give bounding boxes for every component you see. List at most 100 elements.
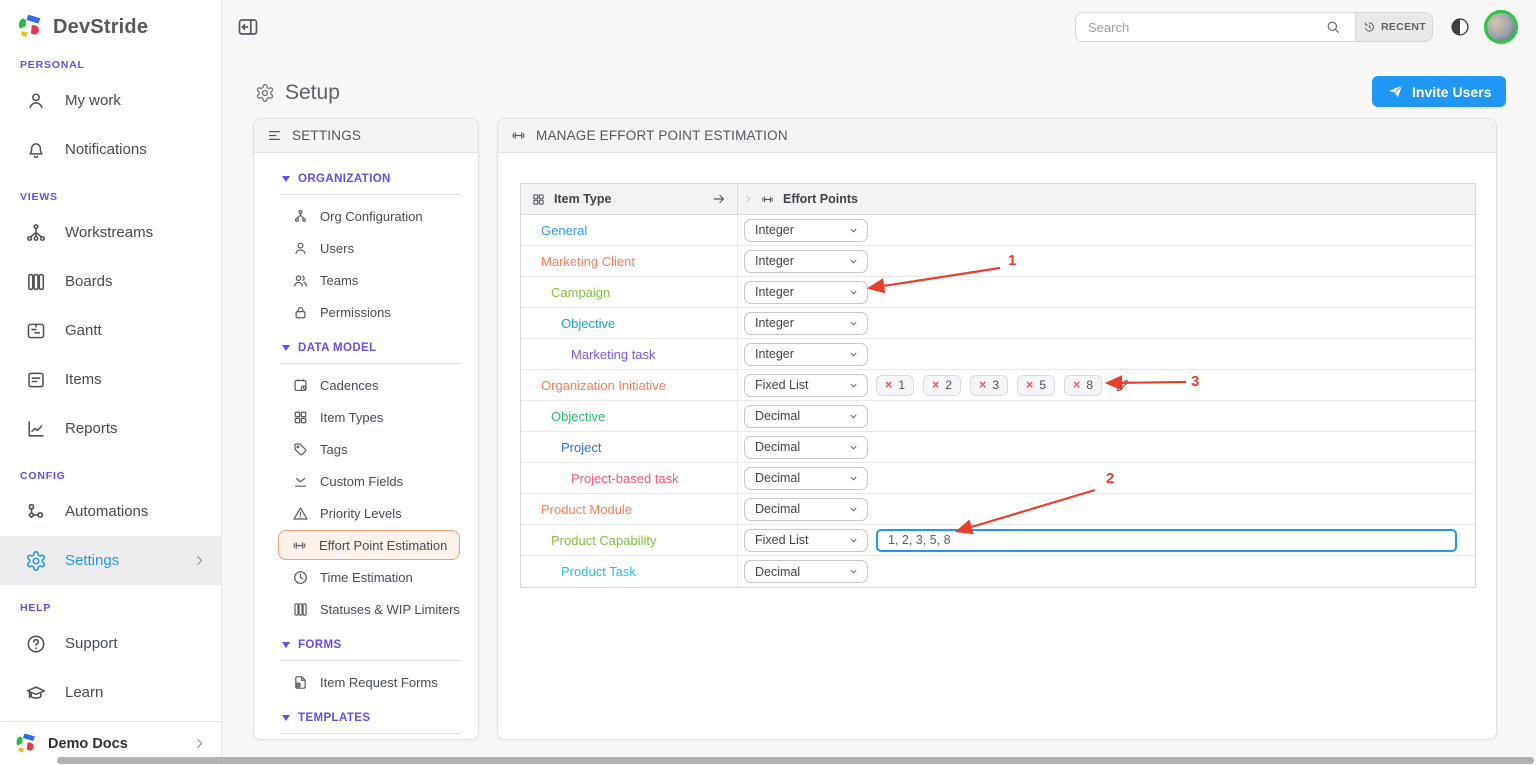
chip-value[interactable]: × 2	[923, 374, 961, 396]
effort-type-select[interactable]: Integer	[744, 280, 868, 304]
table-row: Project Decimal	[521, 432, 1475, 463]
table-row: Marketing Client Integer	[521, 246, 1475, 277]
sidebar-item-reports[interactable]: Reports	[0, 404, 221, 453]
list-icon	[266, 127, 283, 144]
group-data-model[interactable]: DATA MODEL	[254, 328, 478, 354]
table-row: Project-based task Decimal	[521, 463, 1475, 494]
effort-point-table: Item Type Effort Points General Integer …	[520, 183, 1476, 588]
nav-item-statuses-wip-limiters[interactable]: Statuses & WIP Limiters	[254, 593, 478, 625]
sidebar-item-workstreams[interactable]: Workstreams	[0, 208, 221, 257]
sidebar-item-settings[interactable]: Settings	[0, 536, 221, 585]
sidebar-item-boards[interactable]: Boards	[0, 257, 221, 306]
remove-icon[interactable]: ×	[979, 377, 987, 392]
sidebar-item-learn[interactable]: Learn	[0, 668, 221, 717]
group-forms[interactable]: FORMS	[254, 625, 478, 651]
global-search: RECENT	[1075, 12, 1433, 42]
effort-type-select[interactable]: Fixed List	[744, 528, 868, 552]
nav-item-priority-levels[interactable]: Priority Levels	[254, 497, 478, 529]
clock-icon	[292, 569, 309, 586]
effort-type-select[interactable]: Decimal	[744, 497, 868, 521]
sidebar-section-config: CONFIG	[20, 470, 66, 482]
nav-item-item-request-forms[interactable]: Item Request Forms	[254, 666, 478, 698]
recent-button[interactable]: RECENT	[1355, 12, 1433, 42]
effort-type-select[interactable]: Fixed List	[744, 373, 868, 397]
group-templates[interactable]: TEMPLATES	[254, 698, 478, 724]
search-input[interactable]	[1075, 12, 1355, 42]
chevron-down-icon	[848, 566, 859, 577]
item-type-label: Product Task	[561, 564, 636, 579]
arrow-right-icon	[711, 191, 727, 207]
remove-icon[interactable]: ×	[1026, 377, 1034, 392]
item-type-label: Organization Initiative	[541, 377, 667, 393]
effort-type-select[interactable]: Integer	[744, 311, 868, 335]
effort-type-select[interactable]: Decimal	[744, 435, 868, 459]
effort-type-select[interactable]: Integer	[744, 249, 868, 273]
effort-type-select[interactable]: Decimal	[744, 404, 868, 428]
user-avatar[interactable]	[1484, 10, 1518, 44]
devstride-logo-icon	[14, 732, 38, 756]
user-icon	[25, 90, 47, 112]
table-row: Product Task Decimal	[521, 556, 1475, 587]
chevron-down-icon	[848, 349, 859, 360]
nav-item-time-estimation[interactable]: Time Estimation	[254, 561, 478, 593]
fixed-list-input[interactable]	[876, 528, 1457, 552]
nav-item-permissions[interactable]: Permissions	[254, 296, 478, 328]
dumbbell-icon	[510, 127, 527, 144]
question-circle-icon	[25, 633, 47, 655]
chip-value[interactable]: × 8	[1064, 374, 1102, 396]
pencil-icon[interactable]	[1114, 377, 1131, 394]
divider	[280, 733, 461, 734]
invite-users-button[interactable]: Invite Users	[1372, 76, 1507, 107]
nav-item-org-configuration[interactable]: Org Configuration	[254, 200, 478, 232]
sidebar-item-items[interactable]: Items	[0, 355, 221, 404]
sidebar-item-gantt[interactable]: Gantt	[0, 306, 221, 355]
chevron-down-icon	[848, 380, 859, 391]
item-type-label: Objective	[551, 408, 606, 424]
table-row: Marketing task Integer	[521, 339, 1475, 370]
table-row: Product Capability Fixed List	[521, 525, 1475, 556]
nav-item-cadences[interactable]: Cadences	[254, 369, 478, 401]
tag-icon	[292, 441, 309, 458]
remove-icon[interactable]: ×	[1073, 377, 1081, 392]
nav-item-item-types[interactable]: Item Types	[254, 401, 478, 433]
sidebar-item-notifications[interactable]: Notifications	[0, 125, 221, 174]
chip-value[interactable]: × 1	[876, 374, 914, 396]
chevron-down-icon	[848, 442, 859, 453]
remove-icon[interactable]: ×	[885, 377, 893, 392]
users-icon	[292, 272, 309, 289]
effort-type-select[interactable]: Integer	[744, 342, 868, 366]
caret-down-icon	[282, 176, 290, 182]
collapse-sidebar-button[interactable]	[236, 15, 260, 39]
resize-chevron-icon	[742, 193, 754, 205]
effort-point-panel-header: MANAGE EFFORT POINT ESTIMATION	[498, 119, 1496, 153]
document-plus-icon	[292, 674, 309, 691]
sidebar-item-my-work[interactable]: My work	[0, 76, 221, 125]
item-type-label: General	[541, 222, 588, 238]
nav-item-custom-fields[interactable]: Custom Fields	[254, 465, 478, 497]
theme-toggle-button[interactable]	[1449, 16, 1471, 38]
grid-icon	[292, 409, 309, 426]
effort-type-select[interactable]: Decimal	[744, 560, 868, 583]
search-icon	[1325, 19, 1341, 35]
table-row: General Integer	[521, 215, 1475, 246]
remove-icon[interactable]: ×	[932, 377, 940, 392]
nav-item-users[interactable]: Users	[254, 232, 478, 264]
sidebar-item-support[interactable]: Support	[0, 619, 221, 668]
chip-value[interactable]: × 3	[970, 374, 1008, 396]
horizontal-scrollbar[interactable]	[57, 757, 1534, 764]
column-header-item-type: Item Type	[521, 184, 738, 214]
nav-item-effort-point-estimation[interactable]: Effort Point Estimation	[278, 530, 460, 560]
page-title: Setup	[285, 81, 340, 104]
effort-type-select[interactable]: Decimal	[744, 466, 868, 490]
fixed-list-chips: × 1 × 2 × 3 × 5 × 8	[876, 374, 1102, 396]
chip-value[interactable]: × 5	[1017, 374, 1055, 396]
sidebar-item-automations[interactable]: Automations	[0, 487, 221, 536]
nav-item-teams[interactable]: Teams	[254, 264, 478, 296]
group-organization[interactable]: ORGANIZATION	[254, 153, 478, 185]
nav-item-tags[interactable]: Tags	[254, 433, 478, 465]
chevron-down-icon	[848, 287, 859, 298]
boards-icon	[25, 271, 47, 293]
caret-down-icon	[282, 345, 290, 351]
effort-type-select[interactable]: Integer	[744, 218, 868, 242]
graduation-cap-icon	[25, 682, 47, 704]
